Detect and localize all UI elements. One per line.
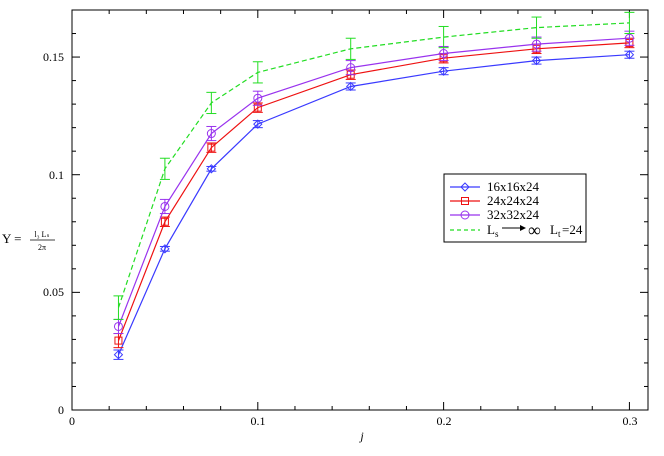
data-point bbox=[113, 321, 123, 331]
legend-label-lt: L bbox=[550, 222, 558, 237]
x-tick-label: 0 bbox=[69, 414, 75, 428]
y-axis-label: Υ = l₃ Lₛ 2π bbox=[2, 230, 55, 252]
data-point bbox=[531, 55, 542, 66]
plot-frame bbox=[71, 9, 649, 411]
x-tick-labels: 0 0.1 0.2 0.3 bbox=[69, 414, 638, 428]
legend-entry-32: 32x32x24 bbox=[450, 207, 540, 222]
legend-label-ls: L bbox=[487, 222, 495, 237]
x-axis-label: j bbox=[358, 429, 364, 443]
series-line bbox=[117, 42, 630, 341]
y-label-denominator: 2π bbox=[38, 243, 46, 252]
data-point bbox=[207, 143, 216, 152]
square-marker-icon bbox=[461, 197, 469, 205]
data-point bbox=[160, 244, 170, 254]
legend-entry-16: 16x16x24 bbox=[450, 179, 540, 194]
y-tick-label: 0 bbox=[58, 403, 64, 417]
circle-marker-icon bbox=[460, 210, 470, 220]
y-tick-label: 0.1 bbox=[49, 168, 64, 182]
y-label-numerator: l₃ Lₛ bbox=[35, 230, 50, 239]
diamond-marker-icon bbox=[460, 182, 470, 192]
legend-label: 24x24x24 bbox=[487, 193, 540, 208]
legend-label-infinity: ∞ bbox=[528, 220, 541, 240]
series-3 bbox=[113, 11, 635, 320]
data-point bbox=[532, 39, 542, 49]
data-point bbox=[253, 93, 263, 103]
data-point bbox=[160, 217, 169, 226]
data-point bbox=[113, 349, 124, 360]
legend-label-ls-sub: s bbox=[495, 229, 499, 239]
axis-ticks bbox=[71, 9, 648, 411]
data-point bbox=[206, 129, 216, 139]
series-1 bbox=[113, 37, 635, 349]
series-line bbox=[117, 22, 630, 308]
data-point bbox=[253, 119, 263, 129]
data-point bbox=[114, 336, 123, 345]
data-point bbox=[438, 66, 449, 76]
series-0 bbox=[113, 49, 635, 360]
legend-label-lt-value: =24 bbox=[562, 222, 583, 237]
y-label-prefix: Υ = bbox=[2, 231, 22, 246]
y-tick-label: 0.15 bbox=[43, 50, 64, 64]
data-point bbox=[160, 201, 170, 211]
data-point bbox=[439, 49, 449, 59]
series-layer bbox=[113, 11, 635, 360]
x-tick-label: 0.3 bbox=[623, 414, 638, 428]
arrow-head-icon bbox=[520, 225, 526, 231]
legend-label-lt-sub: t bbox=[558, 229, 561, 239]
data-point bbox=[624, 49, 635, 60]
data-point bbox=[346, 63, 356, 73]
data-point bbox=[624, 33, 634, 43]
legend-entry-extrapolation: L s ∞ L t =24 bbox=[450, 220, 583, 240]
data-point bbox=[346, 81, 356, 92]
legend: 16x16x24 24x24x24 32x32x24 L s ∞ L t =24 bbox=[443, 173, 587, 243]
legend-label: 32x32x24 bbox=[487, 207, 540, 222]
series-line bbox=[117, 37, 630, 327]
y-tick-label: 0.05 bbox=[43, 285, 64, 299]
x-tick-label: 0.1 bbox=[251, 414, 266, 428]
y-tick-labels: 0 0.05 0.1 0.15 bbox=[43, 50, 64, 417]
data-point bbox=[206, 164, 217, 174]
legend-label: 16x16x24 bbox=[487, 179, 540, 194]
series-line bbox=[117, 54, 630, 355]
legend-entry-24: 24x24x24 bbox=[450, 193, 540, 208]
x-tick-label: 0.2 bbox=[437, 414, 452, 428]
